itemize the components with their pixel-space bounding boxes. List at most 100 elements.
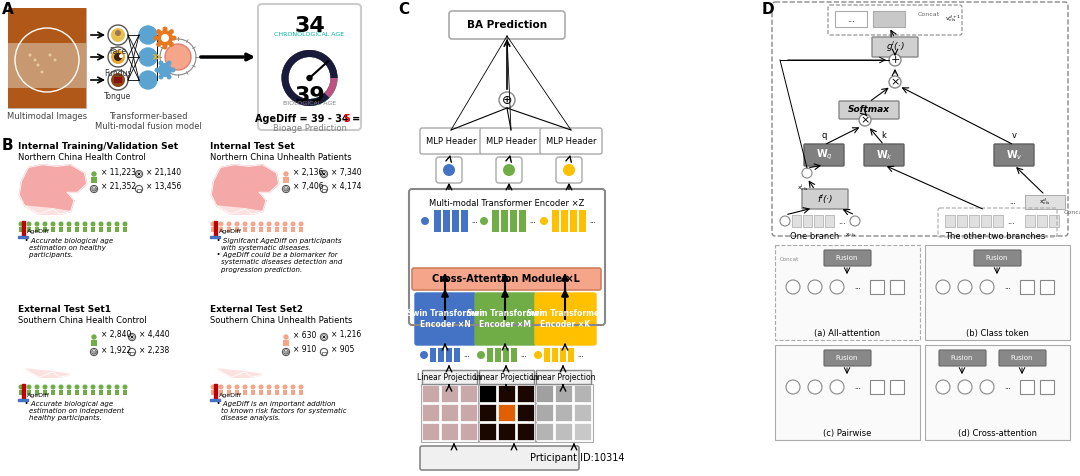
Text: B: B <box>2 138 14 153</box>
Bar <box>243 389 247 395</box>
Text: BA Prediction: BA Prediction <box>467 20 548 30</box>
Text: 5: 5 <box>343 114 350 124</box>
Circle shape <box>107 221 111 227</box>
Circle shape <box>267 385 271 389</box>
Bar <box>890 280 904 294</box>
Circle shape <box>157 42 161 47</box>
Circle shape <box>958 380 972 394</box>
Bar <box>43 227 48 231</box>
Text: × 630: × 630 <box>293 330 316 339</box>
Bar <box>92 340 97 346</box>
Circle shape <box>480 217 488 225</box>
Circle shape <box>307 76 312 80</box>
Circle shape <box>27 385 31 389</box>
Circle shape <box>139 48 157 66</box>
Bar <box>552 348 558 362</box>
Text: 39: 39 <box>294 86 325 106</box>
Bar <box>8 88 86 108</box>
Bar <box>114 389 119 395</box>
Circle shape <box>41 70 43 73</box>
Text: BIOLOGICAL AGE: BIOLOGICAL AGE <box>283 101 336 106</box>
Text: Softmax: Softmax <box>848 106 890 115</box>
Bar <box>519 210 526 232</box>
Bar <box>35 389 39 395</box>
Bar <box>18 399 28 401</box>
Bar <box>19 389 23 395</box>
Text: Northern China Health Control: Northern China Health Control <box>18 153 146 162</box>
Circle shape <box>108 25 129 45</box>
Bar <box>492 210 499 232</box>
Bar <box>235 389 239 395</box>
Text: q: q <box>821 131 826 140</box>
Bar <box>775 345 920 440</box>
Circle shape <box>139 71 157 89</box>
Bar <box>1020 380 1034 394</box>
Circle shape <box>54 59 56 61</box>
Text: Swin Transformer
Encoder ×K: Swin Transformer Encoder ×K <box>527 309 603 329</box>
Text: »: » <box>151 50 161 64</box>
Bar <box>536 404 553 421</box>
Polygon shape <box>217 206 262 214</box>
FancyBboxPatch shape <box>872 37 918 57</box>
Text: x$_{cls}$: x$_{cls}$ <box>846 231 856 239</box>
Circle shape <box>154 68 160 72</box>
Bar <box>573 423 591 440</box>
Text: • Signifcant AgeDiff on participants
    with systematic diseases.
  • AgeDiff c: • Signifcant AgeDiff on participants wit… <box>212 238 342 272</box>
Bar <box>480 423 496 440</box>
Bar <box>214 221 216 237</box>
FancyBboxPatch shape <box>974 250 1021 266</box>
Text: x$^d_{cls}$: x$^d_{cls}$ <box>1039 197 1051 208</box>
Circle shape <box>499 92 515 108</box>
Text: × 2,840: × 2,840 <box>102 330 132 339</box>
Circle shape <box>168 42 174 47</box>
Circle shape <box>251 385 256 389</box>
FancyBboxPatch shape <box>864 144 904 166</box>
Bar <box>67 227 71 231</box>
Bar <box>27 389 31 395</box>
Bar <box>544 348 550 362</box>
Circle shape <box>18 385 24 389</box>
Text: Bioage Prediction: Bioage Prediction <box>272 124 347 133</box>
Circle shape <box>92 334 97 340</box>
Text: CHRONOLOGICAL AGE: CHRONOLOGICAL AGE <box>274 32 345 37</box>
Bar <box>219 227 222 231</box>
Circle shape <box>283 221 287 227</box>
Text: × 11,223: × 11,223 <box>102 168 136 177</box>
Circle shape <box>958 280 972 294</box>
Circle shape <box>227 385 231 389</box>
Bar <box>430 348 436 362</box>
Bar <box>210 399 220 401</box>
Text: Swin Transformer
Encoder ×N: Swin Transformer Encoder ×N <box>407 309 483 329</box>
Bar <box>555 385 572 402</box>
FancyBboxPatch shape <box>939 350 986 366</box>
Bar <box>291 227 295 231</box>
Circle shape <box>227 221 231 227</box>
Text: AgeDiff: AgeDiff <box>27 393 50 397</box>
Bar <box>422 370 477 384</box>
Bar <box>422 385 438 402</box>
Bar <box>51 227 55 231</box>
Text: ...: ... <box>529 218 536 224</box>
Bar <box>460 385 477 402</box>
Circle shape <box>251 221 256 227</box>
Bar <box>536 370 591 384</box>
Polygon shape <box>212 328 279 377</box>
Text: C: C <box>399 2 409 17</box>
Bar <box>227 227 231 231</box>
Bar <box>511 348 517 362</box>
Bar <box>536 385 553 402</box>
Bar <box>322 352 326 355</box>
Text: ...: ... <box>519 352 527 358</box>
Circle shape <box>51 385 55 389</box>
Polygon shape <box>25 369 70 377</box>
Circle shape <box>889 54 901 66</box>
FancyBboxPatch shape <box>480 128 542 154</box>
Text: × 7,340: × 7,340 <box>330 168 362 177</box>
Bar <box>443 210 450 232</box>
Text: Fusion: Fusion <box>836 355 859 361</box>
Bar <box>1040 280 1054 294</box>
Text: Tongue: Tongue <box>105 92 132 101</box>
Circle shape <box>58 385 64 389</box>
Text: × 4,440: × 4,440 <box>139 330 170 339</box>
Bar <box>517 385 534 402</box>
